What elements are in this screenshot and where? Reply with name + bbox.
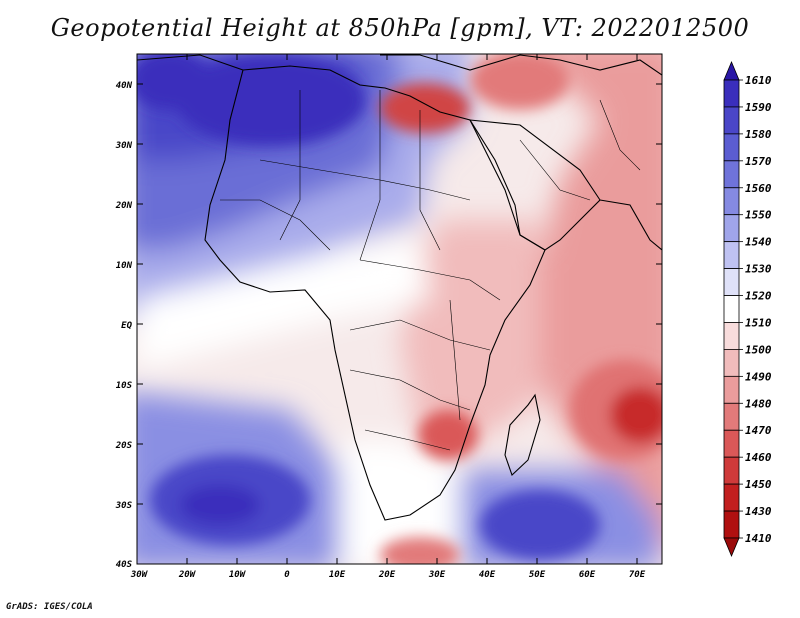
lon-label-30w: 30W bbox=[130, 570, 149, 580]
lat-label-40s: 40S bbox=[116, 560, 133, 570]
colorbar-swatch bbox=[723, 429, 740, 458]
lat-label-10n: 10N bbox=[116, 261, 133, 271]
longitude-axis bbox=[186, 54, 638, 564]
arabia-coastline bbox=[469, 119, 601, 251]
colorbar-swatch bbox=[723, 79, 740, 108]
lon-label-10w: 10W bbox=[229, 570, 247, 580]
lon-label-70e: 70E bbox=[629, 570, 646, 580]
colorbar-level-label: 1610 bbox=[745, 74, 772, 87]
lat-label-eq: EQ bbox=[121, 321, 132, 331]
colorbar-swatch bbox=[723, 214, 740, 243]
coastlines bbox=[137, 54, 662, 521]
latitude-axis bbox=[137, 83, 662, 505]
lat-label-30n: 30N bbox=[115, 141, 133, 151]
colorbar: 1610 1590 1580 1570 1560 1550 1540 1530 1520 1510… bbox=[723, 60, 772, 558]
colorbar-level-label: 1460 bbox=[745, 451, 772, 464]
map-border bbox=[136, 53, 663, 565]
map-title: Geopotential Height at 850hPa [gpm], VT:… bbox=[50, 14, 750, 42]
colorbar-swatch bbox=[723, 241, 740, 269]
africa-coastline bbox=[204, 65, 546, 521]
colorbar-level-label: 1520 bbox=[745, 290, 772, 303]
lon-label-50e: 50E bbox=[529, 570, 546, 580]
lat-label-30s: 30S bbox=[115, 501, 133, 511]
colorbar-level-label: 1480 bbox=[745, 397, 772, 410]
lon-label-0: 0 bbox=[284, 570, 290, 580]
colorbar-swatch bbox=[723, 160, 740, 189]
colorbar-level-label: 1470 bbox=[745, 424, 772, 437]
height-field bbox=[137, 54, 662, 564]
colorbar-swatch bbox=[723, 402, 740, 431]
colorbar-bottom-arrow bbox=[723, 537, 740, 558]
colorbar-swatch bbox=[723, 483, 740, 512]
low-mozambique bbox=[418, 410, 478, 460]
low-mediterranean bbox=[380, 83, 470, 133]
country-borders bbox=[220, 90, 641, 451]
colorbar-level-label: 1430 bbox=[745, 505, 772, 518]
colorbar-swatch bbox=[723, 456, 740, 485]
colorbar-level-label: 1550 bbox=[745, 209, 772, 222]
colorbar-swatch bbox=[723, 322, 740, 350]
lon-label-20e: 20E bbox=[378, 570, 396, 580]
colorbar-level-label: 1530 bbox=[745, 263, 772, 276]
colorbar-level-label: 1570 bbox=[745, 155, 772, 168]
colorbar-level-label: 1590 bbox=[745, 101, 772, 114]
lon-label-10e: 10E bbox=[329, 570, 346, 580]
colorbar-swatch bbox=[723, 268, 740, 296]
colorbar-level-label: 1510 bbox=[745, 316, 772, 329]
colorbar-swatch bbox=[723, 349, 740, 377]
colorbar-level-label: 1450 bbox=[745, 478, 772, 491]
mediterranean-coast bbox=[137, 54, 662, 76]
colorbar-level-label: 1410 bbox=[745, 532, 772, 545]
lon-label-20w: 20W bbox=[178, 570, 197, 580]
lat-label-40n: 40N bbox=[116, 81, 133, 91]
india-coastline bbox=[599, 199, 662, 251]
madagascar-coastline bbox=[504, 393, 541, 476]
colorbar-swatch bbox=[723, 106, 740, 135]
colorbar-swatch bbox=[723, 375, 740, 404]
colorbar-level-label: 1540 bbox=[745, 236, 772, 249]
colorbar-swatch bbox=[723, 133, 740, 162]
colorbar-swatch bbox=[723, 510, 740, 539]
colorbar-level-label: 1490 bbox=[745, 370, 772, 383]
lat-label-20n: 20N bbox=[115, 201, 133, 211]
high-north-center bbox=[175, 55, 365, 145]
colorbar-level-label: 1580 bbox=[745, 128, 772, 141]
colorbar-top-arrow bbox=[723, 60, 740, 81]
lat-label-20s: 20S bbox=[115, 441, 133, 451]
lon-label-60e: 60E bbox=[579, 570, 596, 580]
colorbar-swatch bbox=[723, 187, 740, 216]
high-southeast-center bbox=[480, 490, 600, 560]
grads-credit: GrADS: IGES/COLA bbox=[6, 602, 93, 612]
colorbar-level-label: 1500 bbox=[745, 343, 772, 356]
lat-label-10s: 10S bbox=[116, 381, 133, 391]
colorbar-swatch bbox=[723, 295, 740, 323]
lon-label-30e: 30E bbox=[428, 570, 446, 580]
colorbar-level-label: 1560 bbox=[745, 182, 772, 195]
lon-label-40e: 40E bbox=[479, 570, 496, 580]
